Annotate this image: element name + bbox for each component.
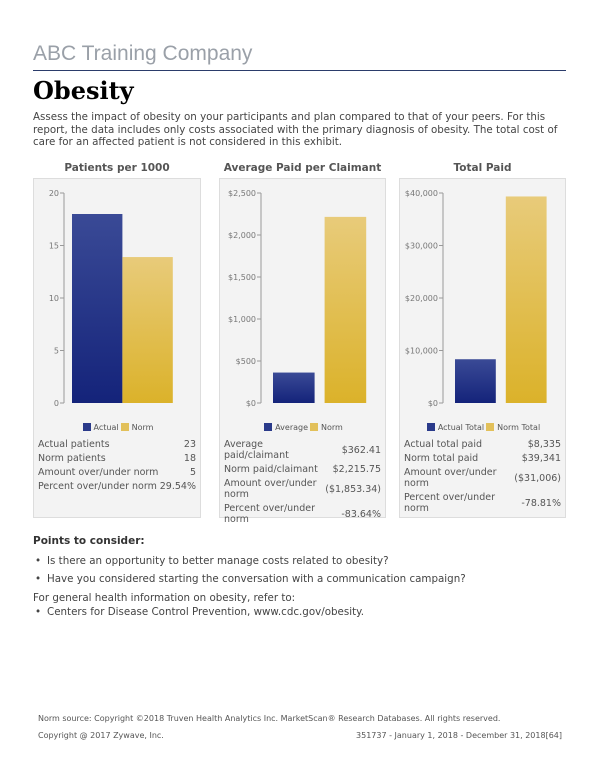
stat-label: Amount over/under norm xyxy=(404,467,497,489)
header-rule xyxy=(33,70,566,71)
stats-row: Amount over/under norm 5 xyxy=(38,467,196,478)
stats-row: Percent over/under norm -83.64% xyxy=(224,503,381,525)
tick-label: $2,500 xyxy=(228,189,256,198)
stat-value: 23 xyxy=(183,439,196,450)
stat-value: $39,341 xyxy=(521,453,561,464)
bar-actual xyxy=(455,359,496,403)
tick-label: $1,000 xyxy=(228,315,256,324)
stat-label: Amount over/under norm xyxy=(38,467,159,478)
list-item: Have you considered starting the convers… xyxy=(33,570,466,588)
stat-value: $2,215.75 xyxy=(332,464,381,475)
stat-value: -78.81% xyxy=(521,497,561,509)
legend-swatch-norm xyxy=(310,423,319,431)
stats-row: Actual patients 23 xyxy=(38,439,196,450)
stat-label: Norm patients xyxy=(38,453,106,464)
chart-legend: Actual Norm xyxy=(34,423,200,432)
stat-value: ($1,853.34) xyxy=(325,483,381,495)
legend-swatch-norm xyxy=(486,423,495,431)
page-title: Obesity xyxy=(33,76,134,105)
bar-norm xyxy=(505,196,547,403)
stat-label: Percent over/under norm xyxy=(224,503,315,525)
stat-value: 29.54% xyxy=(159,481,196,492)
legend-swatch-norm xyxy=(120,423,129,431)
list-item: Is there an opportunity to better manage… xyxy=(33,552,466,570)
stats-table: Average paid/claimant $362.41 Norm paid/cl… xyxy=(224,439,381,528)
tick-label: $20,000 xyxy=(405,294,438,303)
stats-row: Norm total paid $39,341 xyxy=(404,453,561,464)
legend-label: Actual xyxy=(93,423,119,432)
stat-value: 5 xyxy=(189,467,196,478)
tick-label: $500 xyxy=(236,357,256,366)
stat-value: ($31,006) xyxy=(514,472,561,484)
stat-label: Norm total paid xyxy=(404,453,479,464)
stat-label: Average paid/claimant xyxy=(224,439,289,461)
list-item: Centers for Disease Control Prevention, … xyxy=(33,603,364,621)
stat-value: 18 xyxy=(183,453,196,464)
tick-label: $10,000 xyxy=(405,347,438,356)
stat-label: Norm paid/claimant xyxy=(224,464,318,475)
stats-row: Percent over/under norm 29.54% xyxy=(38,481,196,492)
reference-intro: For general health information on obesit… xyxy=(33,592,296,604)
stats-row: Actual total paid $8,335 xyxy=(404,439,561,450)
legend-label: Norm Total xyxy=(497,423,541,432)
bar-actual xyxy=(273,372,315,403)
tick-label: $40,000 xyxy=(405,189,438,198)
tick-label: $0 xyxy=(428,399,438,408)
chart-legend: Actual Total Norm Total xyxy=(400,423,565,432)
stats-row: Amount over/under norm ($1,853.34) xyxy=(224,478,381,500)
stat-label: Percent over/under norm xyxy=(38,481,157,492)
bar-chart: $0 $10,000 $20,000 $30,000 $40,000 xyxy=(405,189,547,408)
legend-label: Average xyxy=(275,423,309,432)
points-title: Points to consider: xyxy=(33,535,145,547)
stat-label: Percent over/under norm xyxy=(404,492,495,514)
bar-chart: $0 $500 $1,000 $1,500 $2,000 $2,500 xyxy=(228,189,367,408)
stat-label: Amount over/under norm xyxy=(224,478,317,500)
copyright: Copyright @ 2017 Zywave, Inc. xyxy=(38,731,164,740)
tick-label: $2,000 xyxy=(228,231,256,240)
intro-text: Assess the impact of obesity on your par… xyxy=(33,111,558,148)
stats-row: Percent over/under norm -78.81% xyxy=(404,492,561,514)
chart-title: Patients per 1000 xyxy=(64,162,170,174)
chart-panel: 0 5 10 15 20 Actual Norm Actual patients 23 Norm … xyxy=(33,178,201,518)
legend-swatch-actual xyxy=(264,423,273,431)
chart-panel: $0 $10,000 $20,000 $30,000 $40,000 Actual Tot… xyxy=(399,178,566,518)
legend-swatch-actual xyxy=(426,423,435,431)
bar-actual xyxy=(72,214,123,403)
bar-norm xyxy=(324,216,367,403)
chart-title: Average Paid per Claimant xyxy=(223,162,382,174)
tick-label: 5 xyxy=(54,347,59,356)
stats-row: Average paid/claimant $362.41 xyxy=(224,439,381,461)
tick-label: $1,500 xyxy=(228,273,256,282)
report-id: 351737 - January 1, 2018 - December 31, … xyxy=(356,731,562,740)
stat-value: -83.64% xyxy=(341,508,381,520)
stats-table: Actual patients 23 Norm patients 18 Amount o… xyxy=(38,439,196,495)
stat-value: $8,335 xyxy=(527,439,561,450)
stat-value: $362.41 xyxy=(341,444,381,456)
company-name: ABC Training Company xyxy=(33,42,253,65)
bar-norm xyxy=(122,257,173,403)
legend-swatch-actual xyxy=(82,423,91,431)
stat-label: Actual total paid xyxy=(404,439,483,450)
reference-list: Centers for Disease Control Prevention, … xyxy=(33,603,364,621)
stat-label: Actual patients xyxy=(38,439,110,450)
tick-label: 10 xyxy=(49,294,59,303)
legend-label: Norm xyxy=(321,423,343,432)
tick-label: $30,000 xyxy=(405,242,438,251)
stats-row: Norm paid/claimant $2,215.75 xyxy=(224,464,381,475)
tick-label: 20 xyxy=(49,189,59,198)
stats-row: Norm patients 18 xyxy=(38,453,196,464)
tick-label: $0 xyxy=(246,399,256,408)
bar-chart: 0 5 10 15 20 xyxy=(49,189,173,408)
norm-source: Norm source: Copyright ©2018 Truven Heal… xyxy=(38,714,501,723)
chart-legend: Average Norm xyxy=(220,423,385,432)
stats-row: Amount over/under norm ($31,006) xyxy=(404,467,561,489)
legend-label: Actual Total xyxy=(437,423,485,432)
legend-label: Norm xyxy=(131,423,154,432)
chart-title: Total Paid xyxy=(453,162,512,174)
stats-table: Actual total paid $8,335 Norm total paid $3… xyxy=(404,439,561,517)
tick-label: 0 xyxy=(54,399,59,408)
chart-panel: $0 $500 $1,000 $1,500 $2,000 $2,500 Average Nor… xyxy=(219,178,386,525)
points-list: Is there an opportunity to better manage… xyxy=(33,552,466,588)
tick-label: 15 xyxy=(49,242,59,251)
